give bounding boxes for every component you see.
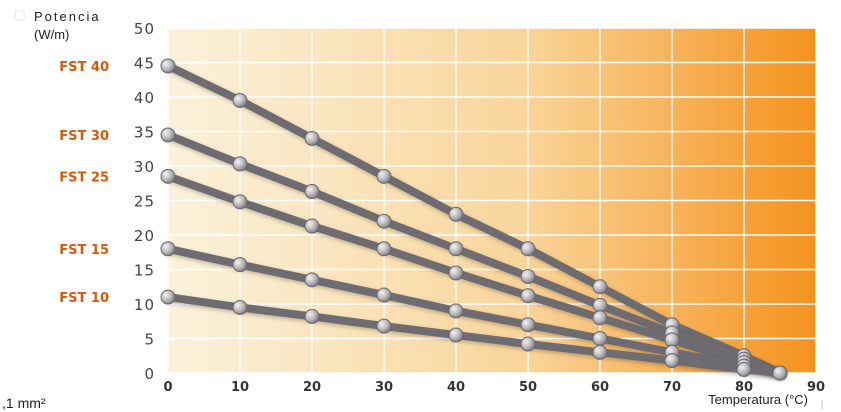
x-tick-label: 90: [807, 380, 825, 395]
data-point: [232, 92, 248, 108]
series-line: [164, 244, 784, 377]
data-point: [232, 299, 248, 315]
legend-swatch-icon: [14, 10, 25, 21]
data-point: [376, 318, 392, 334]
data-point: [304, 130, 320, 146]
data-point: [592, 310, 608, 326]
series-label: FST 40: [59, 60, 109, 75]
data-point: [772, 365, 788, 381]
y-tick-label: 0: [144, 365, 155, 383]
y-tick-label: 15: [134, 262, 155, 280]
data-point: [232, 156, 248, 172]
y-tick-label: 10: [134, 296, 155, 314]
x-tick-label: 30: [375, 380, 393, 395]
x-tick-label: 0: [163, 380, 172, 395]
series-line: [164, 172, 784, 377]
data-point: [232, 194, 248, 210]
data-point: [160, 168, 176, 184]
data-point: [160, 127, 176, 143]
data-point: [160, 58, 176, 74]
data-point: [520, 268, 536, 284]
y-axis-ticks: 0 5 10 15 20 25 30 35 40 45 50: [134, 20, 155, 383]
data-point: [520, 336, 536, 352]
data-point: [304, 308, 320, 324]
data-point: [592, 297, 608, 313]
footnote-text: ,1 mm²: [2, 395, 46, 411]
x-tick-label: 40: [447, 380, 465, 395]
series-label: FST 10: [59, 291, 109, 306]
data-point: [448, 206, 464, 222]
y-tick-label: 5: [144, 331, 155, 349]
series-line: [164, 293, 784, 377]
data-point: [376, 287, 392, 303]
data-point: [376, 241, 392, 257]
data-point: [304, 218, 320, 234]
x-tick-label: 50: [519, 380, 537, 395]
data-point: [520, 317, 536, 333]
y-tick-label: 40: [134, 89, 155, 107]
x-tick-label: 20: [303, 380, 321, 395]
data-point: [232, 257, 248, 273]
data-point: [448, 265, 464, 281]
y-tick-label: 25: [134, 193, 155, 211]
data-point: [592, 279, 608, 295]
data-point: [448, 327, 464, 343]
x-tick-label: 80: [735, 380, 753, 395]
series-label: FST 25: [59, 170, 109, 185]
x-axis-ticks: 0 10 20 30 40 50 60 70 80 90: [163, 380, 825, 395]
data-point: [448, 241, 464, 257]
data-point: [592, 344, 608, 360]
y-axis-unit: (W/m): [34, 27, 69, 42]
series-label: FST 30: [59, 129, 109, 144]
x-axis-title: Temperatura (°C): [708, 392, 808, 407]
data-point: [664, 332, 680, 348]
y-axis-title: Potencia: [34, 9, 101, 24]
y-tick-label: 30: [134, 158, 155, 176]
data-point: [376, 213, 392, 229]
data-point: [736, 362, 752, 378]
x-tick-label: 60: [591, 380, 609, 395]
x-tick-label: 70: [663, 380, 681, 395]
data-point: [520, 288, 536, 304]
data-point: [160, 241, 176, 257]
series-labels: FST 40 FST 30 FST 25 FST 15 FST 10: [59, 60, 109, 306]
y-tick-label: 35: [134, 124, 155, 142]
y-tick-label: 50: [134, 20, 155, 38]
data-point: [664, 353, 680, 369]
series-label: FST 15: [59, 243, 109, 258]
series-line: [164, 130, 784, 377]
data-point: [304, 184, 320, 200]
series-markers: [160, 58, 788, 381]
data-point: [304, 272, 320, 288]
x-tick-label: 10: [231, 380, 249, 395]
y-tick-label: 20: [134, 227, 155, 245]
data-point: [592, 331, 608, 346]
grid: [167, 27, 817, 374]
data-point: [448, 303, 464, 319]
data-point: [376, 168, 392, 184]
series-line: [164, 61, 784, 377]
data-point: [520, 241, 536, 257]
series-lines: [164, 61, 784, 377]
y-tick-label: 45: [134, 55, 155, 73]
data-point: [160, 289, 176, 305]
